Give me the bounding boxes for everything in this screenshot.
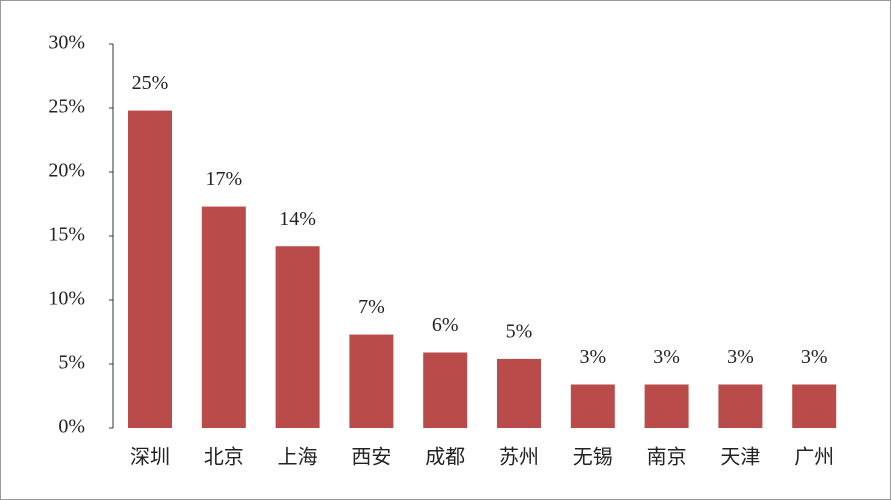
x-tick-label: 无锡 [573,446,613,469]
x-tick-label: 北京 [204,446,244,469]
data-label: 7% [358,296,385,318]
bar [201,206,246,428]
bar [349,334,394,428]
y-tick-label: 25% [48,96,85,118]
x-tick-label: 上海 [278,446,318,469]
data-label: 5% [506,320,533,342]
y-tick-label: 30% [48,32,85,54]
x-tick-label: 深圳 [130,446,170,469]
data-label: 3% [653,346,680,368]
x-tick-label: 成都 [425,446,465,469]
data-label: 25% [132,72,169,94]
x-tick-label: 西安 [351,446,391,469]
bar [792,384,837,428]
bar [644,384,689,428]
bar [497,358,541,428]
x-tick-label: 南京 [647,446,687,469]
data-label: 14% [279,208,316,230]
x-tick-label: 苏州 [499,446,539,469]
data-label: 3% [801,346,828,368]
x-tick-label: 广州 [794,446,834,469]
data-label: 3% [727,346,754,368]
y-tick-label: 20% [48,160,85,182]
bar [718,384,763,428]
y-tick-label: 15% [48,224,85,246]
x-tick-label: 天津 [720,446,760,469]
data-label: 6% [432,314,459,336]
y-tick-label: 10% [48,288,85,310]
y-tick-label: 5% [58,352,85,374]
data-label: 3% [579,346,606,368]
bar [423,352,468,428]
bar [570,384,615,428]
data-label: 17% [205,168,242,190]
y-tick-label: 0% [58,416,85,438]
bar [275,246,320,428]
bar [128,110,172,428]
